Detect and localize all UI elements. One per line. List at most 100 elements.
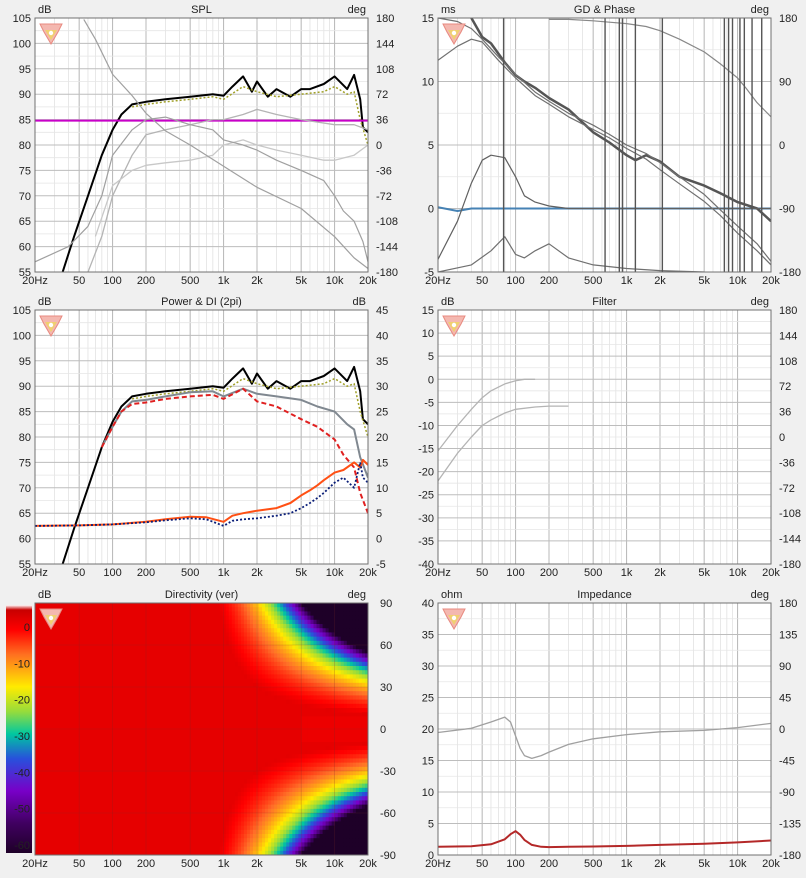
heatmap-cell [274,821,278,826]
heatmap-cell [301,838,305,843]
heatmap-cell [334,661,339,667]
heatmap-cell [364,619,369,625]
heatmap-cell [334,645,339,650]
heatmap-cell [277,804,281,810]
heatmap-cell [265,771,269,776]
heatmap-cell [337,691,342,696]
heatmap-cell [237,842,242,847]
heatmap-cell [304,645,308,650]
heatmap-cell [328,745,333,751]
heatmap-cell [249,804,254,810]
heatmap-cell [283,821,287,826]
heatmap-cell [304,657,308,663]
heatmap-cell [334,834,339,839]
heatmap-cell [319,653,323,658]
x-tick-label: 20k [359,858,377,870]
heatmap-cell [249,615,254,621]
heatmap-cell [358,733,363,738]
heatmap-cell [331,666,336,671]
series-line-5 [35,116,368,263]
heatmap-cell [343,808,348,814]
heatmap-cell [337,649,342,654]
heatmap-cell [246,624,251,629]
heatmap-cell [286,813,290,818]
heatmap-cell [346,699,351,705]
heatmap-cell [355,817,360,822]
heatmap-cell [358,687,363,692]
heatmap-cell [286,787,290,793]
heatmap-cell [268,813,272,818]
heatmap-cell [292,787,296,793]
heatmap-cell [298,611,302,616]
heatmap-cell [364,687,369,692]
logo-dot-icon [451,615,457,621]
heatmap-cell [298,800,302,805]
x-tick-label: 5k [698,858,710,870]
heatmap-cell [325,792,330,797]
heatmap-cell [310,766,314,772]
heatmap-cell [328,628,333,633]
heatmap-cell [298,783,302,789]
heatmap-cell [361,699,366,705]
heatmap-cell [268,779,272,784]
heatmap-cell [295,674,299,679]
heatmap-cell [313,628,317,633]
heatmap-cell [343,691,348,696]
heatmap-cell [295,645,299,650]
heatmap-cell [265,603,269,608]
heatmap-cell [328,649,333,654]
heatmap-cell [255,624,260,629]
heatmap-cell [237,800,242,805]
heatmap-cell [268,821,272,826]
heatmap-cell [265,829,269,835]
heatmap-cell [352,682,357,688]
heatmap-cell [271,842,275,847]
heatmap-cell [301,645,305,650]
heatmap-cell [240,653,245,658]
heatmap-cell [319,754,323,759]
heatmap-cell [271,666,275,671]
heatmap-cell [310,628,314,633]
heatmap-cell [322,771,327,776]
heatmap-cell [262,611,266,616]
heatmap-cell [280,603,284,608]
heatmap-cell [325,691,330,696]
x-tick-label: 500 [181,858,199,870]
heatmap-cell [274,771,278,776]
heatmap-cell [249,607,254,612]
heatmap-cell [283,766,287,772]
heatmap-cell [307,678,311,684]
heatmap-cell [301,808,305,814]
x-tick-label: 10k [729,858,747,870]
y-tick-label: 95 [19,64,31,76]
x-tick-label: 2k [251,275,263,287]
heatmap-cell [268,674,272,679]
heatmap-cell [355,846,360,852]
heatmap-cell [271,771,275,776]
heatmap-cell [310,817,314,822]
y2-tick-label: 90 [779,661,791,673]
heatmap-cell [322,737,327,742]
heatmap-cell [286,628,290,633]
heatmap-cell [265,834,269,839]
heatmap-cell [349,661,354,667]
x-tick-label: 200 [540,858,558,870]
heatmap-cell [268,796,272,801]
heatmap-cell [234,846,239,852]
heatmap-cell [280,838,284,843]
heatmap-cell [346,817,351,822]
heatmap-cell [313,750,317,755]
heatmap-cell [301,842,305,847]
heatmap-cell [334,800,339,805]
heatmap-cell [298,829,302,835]
heatmap-cell [364,699,369,705]
heatmap-cell [319,775,323,780]
left-unit-label: dB [38,589,51,601]
heatmap-cell [259,678,263,684]
heatmap-cell [262,766,266,772]
heatmap-cell [271,678,275,684]
heatmap-cell [301,804,305,810]
heatmap-cell [319,834,323,839]
heatmap-cell [364,628,369,633]
heatmap-cell [292,607,296,612]
